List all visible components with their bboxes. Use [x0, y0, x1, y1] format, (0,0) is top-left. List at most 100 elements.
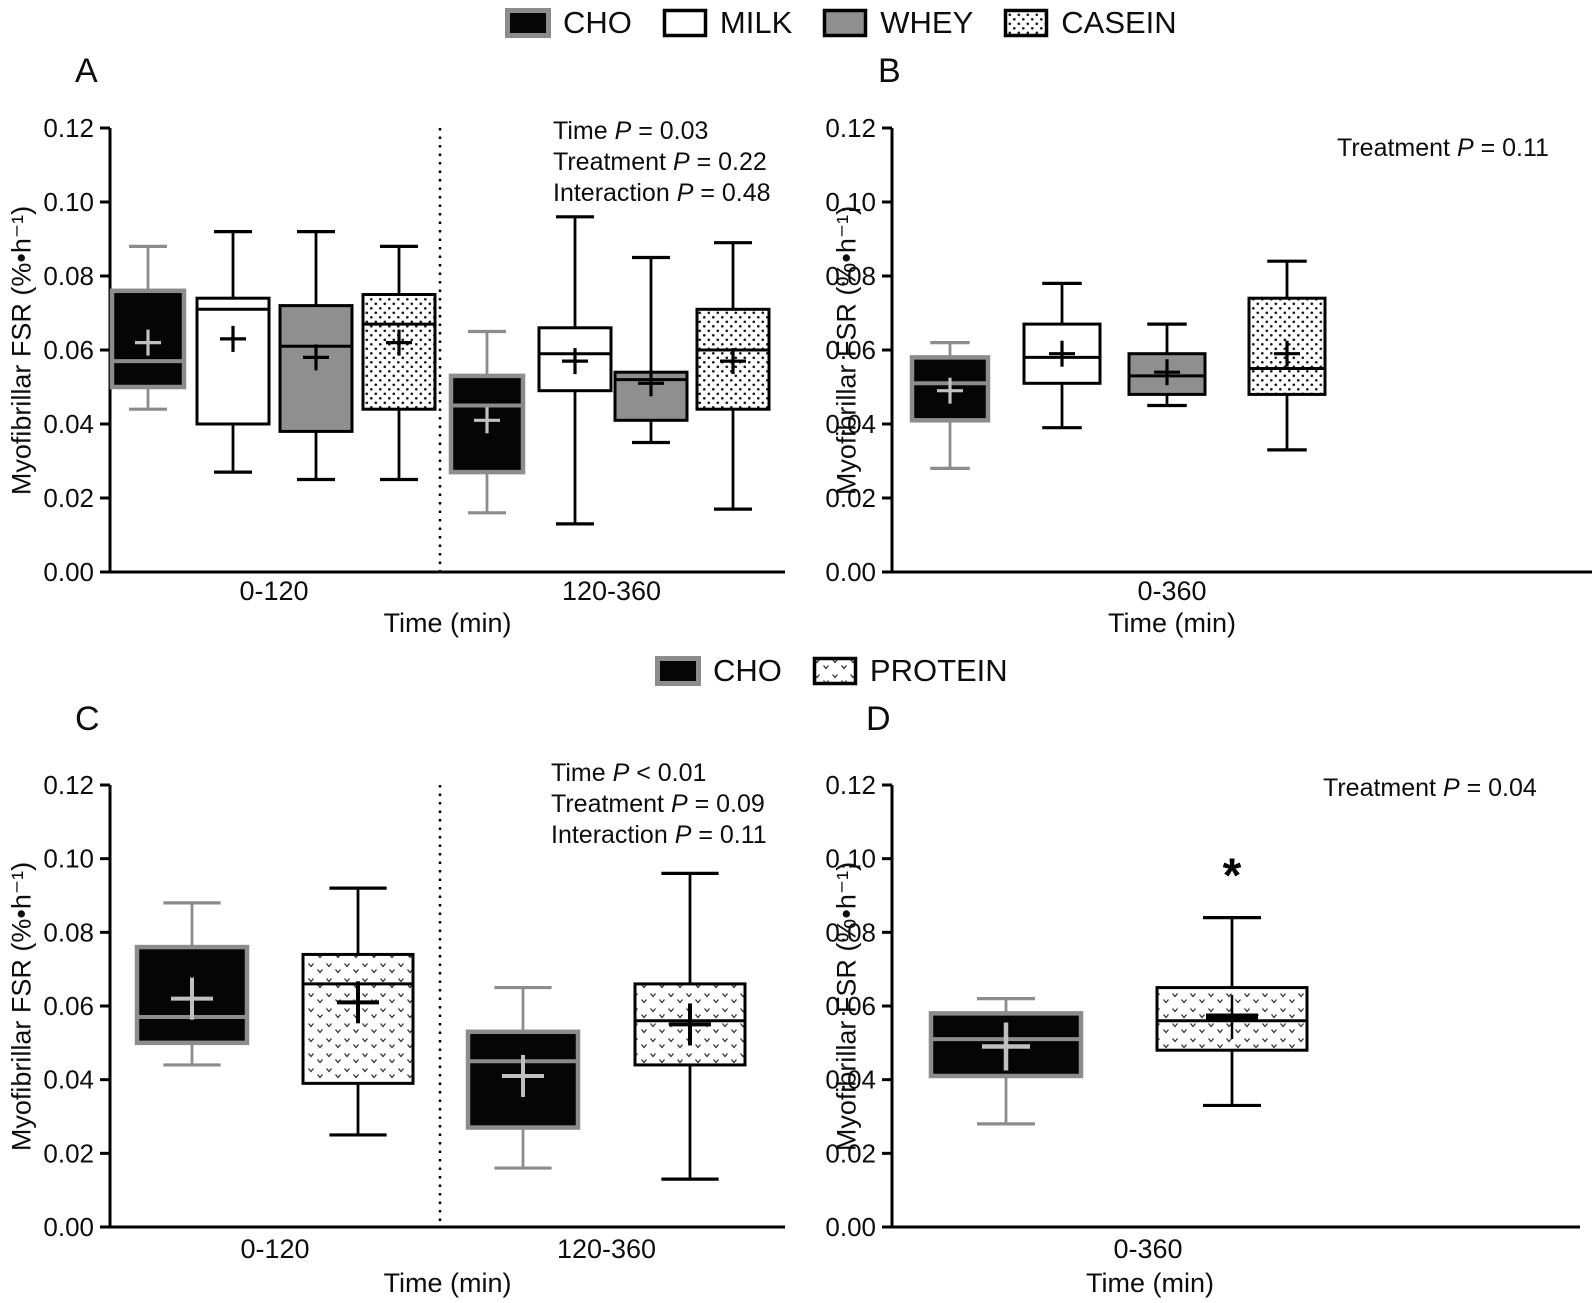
panel-c: 0.00 0.02 0.04 0.06 0.08 0.10 0.12 0-120 120-360	[43, 770, 785, 1264]
stats-p-value: = 0.11	[1473, 134, 1549, 162]
legend-swatch-rect	[823, 8, 868, 38]
significance-star: *	[1223, 850, 1242, 903]
boxplot-casein-0-120	[361, 244, 437, 482]
y-tick-label: 0.04	[43, 1065, 94, 1095]
boxplot-protein-0-360: *	[1155, 850, 1309, 1108]
y-tick-label: 0.06	[825, 991, 876, 1021]
y-tick-label: 0.04	[825, 409, 876, 439]
y-tick-label: 0.02	[825, 1138, 876, 1168]
legend-label: WHEY	[880, 5, 974, 40]
legend-item-casein: CASEIN	[1003, 5, 1177, 41]
legend-swatch-whey-icon	[823, 8, 868, 38]
boxplot-cho-120-360	[448, 329, 526, 515]
stats-line: Time P = 0.03	[553, 116, 771, 147]
y-tick-label: 0.08	[825, 917, 876, 947]
stats-p-value: = 0.03	[631, 117, 709, 145]
y-tick-label: 0.00	[43, 557, 94, 587]
boxplot-whey-120-360	[613, 255, 689, 445]
legend-item-protein: PROTEIN	[812, 653, 1008, 689]
legend-item-milk: MILK	[662, 5, 792, 41]
legend-item-whey: WHEY	[822, 5, 973, 41]
y-tick-label: 0.02	[43, 1138, 94, 1168]
boxplot-whey-0-120	[278, 230, 354, 482]
stats-term: Treatment	[1337, 134, 1457, 162]
boxplot-cho-0-120	[134, 901, 250, 1067]
y-tick-label: 0.06	[825, 335, 876, 365]
stats-line: Treatment P = 0.09	[551, 789, 767, 820]
y-tick-label: 0.12	[43, 113, 94, 143]
x-group-label: 0-360	[1113, 1234, 1182, 1264]
legend-treatments-four: CHO MILK WHEY CASEIN	[505, 2, 1177, 44]
stats-p-symbol: P	[676, 179, 694, 207]
y-tick-label: 0.12	[825, 113, 876, 143]
stats-term: Treatment	[551, 790, 671, 818]
x-axis-label-c: Time (min)	[383, 1268, 512, 1298]
stats-line: Interaction P = 0.48	[553, 178, 771, 209]
y-tick-label: 0.06	[43, 991, 94, 1021]
stats-p-value: < 0.01	[629, 759, 707, 787]
boxplot-milk-120-360	[537, 215, 613, 526]
y-tick-label: 0.08	[825, 261, 876, 291]
legend-item-cho: CHO	[655, 653, 782, 689]
legend-treatments-two: CHO PROTEIN	[655, 650, 1008, 692]
y-tick-label: 0.00	[825, 557, 876, 587]
stats-p-symbol: P	[670, 790, 688, 818]
legend-swatch-protein-icon	[812, 656, 858, 686]
y-tick-label: 0.02	[43, 483, 94, 513]
legend-swatch-rect	[662, 8, 708, 38]
stats-p-symbol: P	[1456, 134, 1474, 162]
stats-term: Time	[551, 759, 613, 787]
legend-label: CASEIN	[1061, 5, 1177, 40]
stats-term: Interaction	[553, 179, 677, 207]
legend-label: PROTEIN	[869, 653, 1008, 688]
y-tick-label: 0.04	[43, 409, 94, 439]
stats-p-value: = 0.11	[691, 821, 767, 849]
x-group-label: 120-360	[557, 1234, 656, 1264]
x-axis-label-b: Time (min)	[1108, 608, 1236, 638]
stats-annotation-b: Treatment P = 0.11	[1337, 133, 1549, 164]
legend-item-cho: CHO	[505, 5, 632, 41]
panel-a: 0.00 0.02 0.04 0.06 0.08 0.10 0.12 0-120 120-360	[43, 113, 785, 606]
legend-label: MILK	[719, 5, 793, 40]
stats-annotation-a: Time P = 0.03 Treatment P = 0.22 Interacti…	[553, 116, 771, 209]
stats-line: Treatment P = 0.04	[1323, 773, 1537, 804]
legend-swatch-cho-icon	[505, 8, 551, 38]
legend-swatch-rect	[1004, 8, 1049, 38]
legend-swatch-rect	[812, 656, 858, 686]
stats-term: Treatment	[1323, 774, 1443, 802]
x-group-label: 0-360	[1137, 576, 1206, 606]
legend-swatch-cho-icon	[655, 656, 701, 686]
legend-swatch-casein-icon	[1004, 8, 1049, 38]
legend-label: CHO	[563, 5, 632, 40]
stats-term: Treatment	[553, 148, 673, 176]
panel-d: 0.00 0.02 0.04 0.06 0.08 0.10 0.12 0-360 *	[825, 770, 1580, 1264]
x-group-label: 0-120	[239, 576, 308, 606]
stats-p-symbol: P	[1442, 774, 1460, 802]
boxplot-milk-0-360	[1022, 281, 1102, 430]
boxplot-whey-0-360	[1127, 322, 1207, 408]
legend-swatch-milk-icon	[662, 8, 708, 38]
y-tick-label: 0.04	[825, 1065, 876, 1095]
boxplot-protein-0-120	[301, 886, 415, 1137]
panel-b: 0.00 0.02 0.04 0.06 0.08 0.10 0.12 0-360	[825, 113, 1592, 606]
stats-term: Interaction	[551, 821, 675, 849]
stats-line: Time P < 0.01	[551, 758, 767, 789]
y-tick-label: 0.00	[43, 1212, 94, 1242]
y-tick-label: 0.00	[825, 1212, 876, 1242]
stats-p-value: = 0.48	[693, 179, 771, 207]
y-tick-label: 0.12	[825, 770, 876, 800]
panel-letter-c: C	[75, 700, 100, 738]
legend-label: CHO	[713, 653, 782, 688]
panel-letter-a: A	[75, 52, 98, 90]
stats-annotation-c: Time P < 0.01 Treatment P = 0.09 Interacti…	[551, 758, 767, 851]
stats-p-symbol: P	[674, 821, 692, 849]
boxplot-cho-0-360	[909, 341, 991, 470]
stats-annotation-d: Treatment P = 0.04	[1323, 773, 1537, 804]
stats-p-symbol: P	[672, 148, 690, 176]
stats-p-value: = 0.04	[1459, 774, 1537, 802]
stats-line: Treatment P = 0.22	[553, 147, 771, 178]
panel-letter-d: D	[866, 700, 891, 738]
y-tick-label: 0.12	[43, 770, 94, 800]
